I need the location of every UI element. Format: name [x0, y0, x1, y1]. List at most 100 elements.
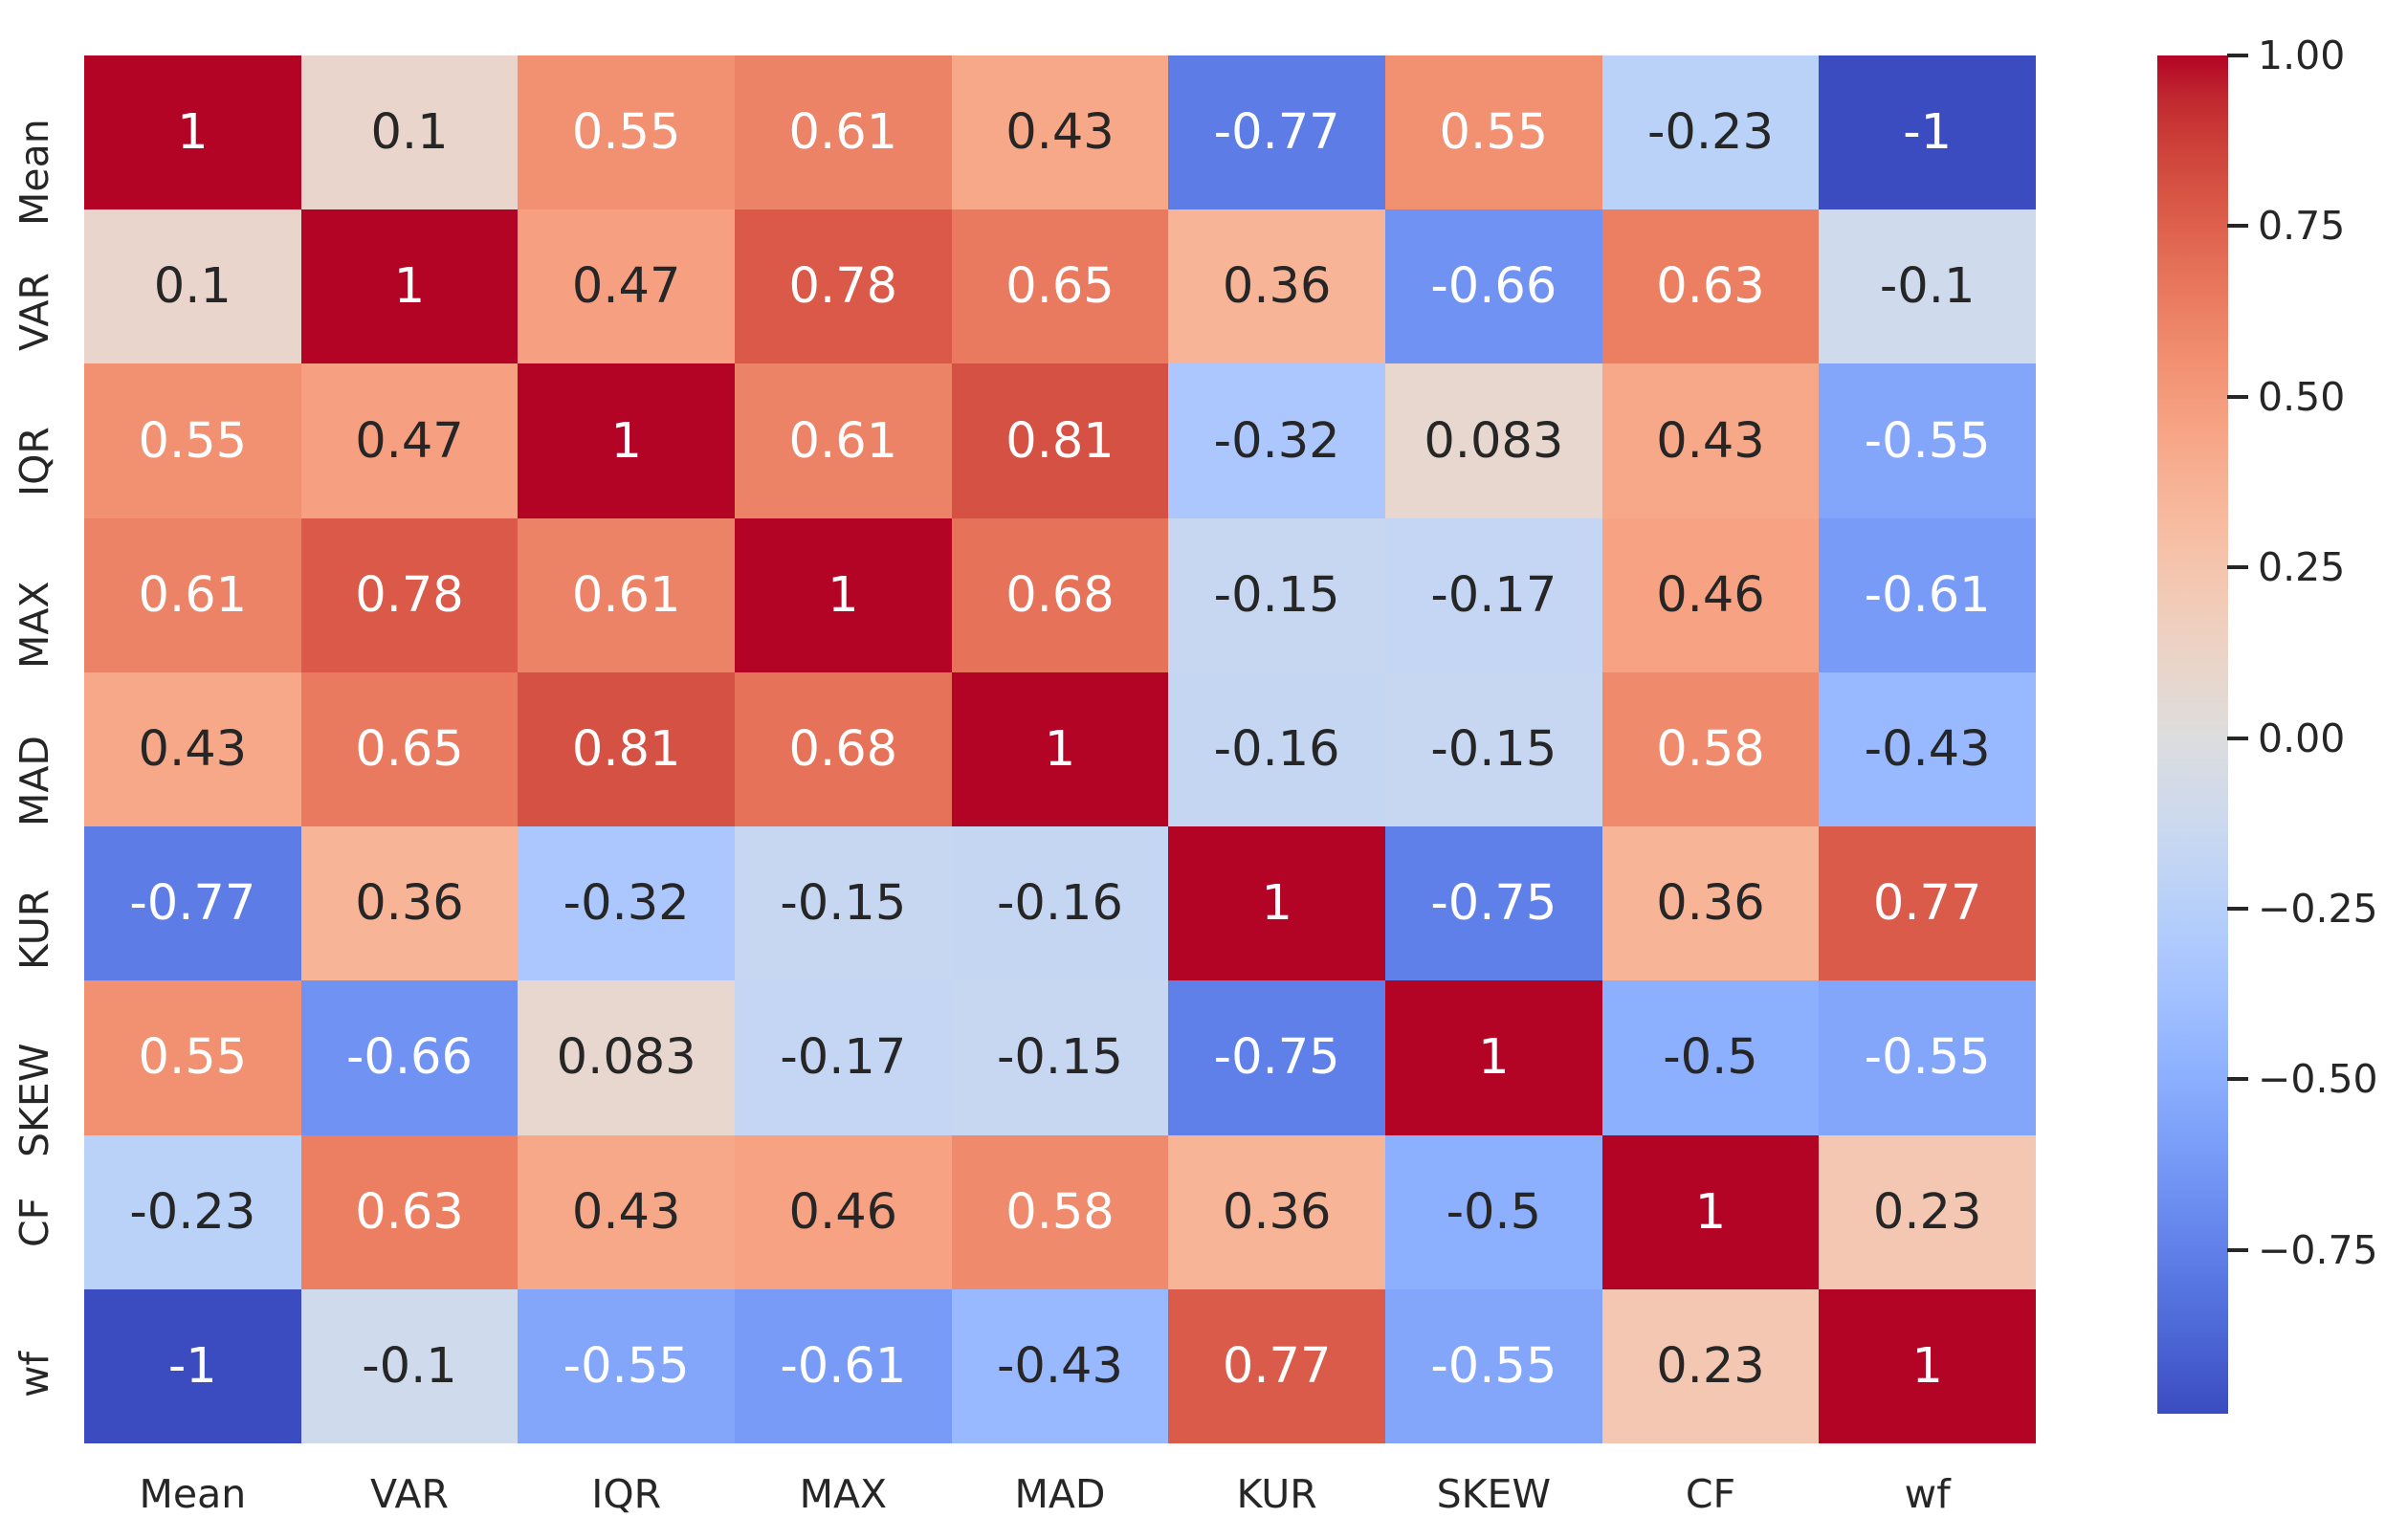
y-tick-label: KUR: [11, 889, 57, 970]
heatmap-cell: 0.55: [518, 55, 735, 210]
heatmap-cell: -0.15: [735, 826, 952, 981]
heatmap-cell: -0.32: [1168, 363, 1385, 518]
colorbar-tick: [2227, 394, 2248, 399]
heatmap-cell: -0.77: [84, 826, 301, 981]
heatmap-cell: 1: [518, 363, 735, 518]
heatmap-cell: 0.43: [951, 55, 1169, 210]
heatmap-cell: -0.55: [1385, 1288, 1602, 1443]
heatmap-cell: 0.61: [518, 517, 735, 672]
heatmap-cell: 1: [735, 517, 952, 672]
heatmap-cell: 0.61: [84, 517, 301, 672]
heatmap-cell: 0.77: [1168, 1288, 1385, 1443]
heatmap-cell: 0.68: [951, 517, 1169, 672]
colorbar-tick: [2227, 54, 2248, 57]
heatmap-cell: 1: [84, 55, 301, 210]
colorbar-tick-label: −0.50: [2258, 1056, 2378, 1103]
heatmap-cell: 0.47: [300, 363, 519, 518]
heatmap-cell: -0.77: [1168, 55, 1385, 210]
heatmap-cell: 0.55: [1385, 55, 1602, 210]
heatmap-cell: -0.43: [1819, 671, 2036, 827]
heatmap-cell: 0.65: [951, 209, 1169, 364]
heatmap-cell: 0.1: [300, 55, 519, 210]
heatmap-cell: 0.61: [735, 363, 952, 518]
colorbar-tick: [2227, 1077, 2248, 1082]
heatmap-cell: -0.1: [1819, 209, 2036, 364]
y-tick-label: IQR: [11, 427, 57, 497]
heatmap-grid: 1 0.1 0.55 0.61 0.43 -0.77 0.55 -0.23 -1 0.1 1 0.47…: [84, 55, 2036, 1443]
heatmap-cell: -0.55: [1819, 363, 2036, 518]
heatmap-cell: -0.43: [951, 1288, 1169, 1443]
heatmap-cell: -0.16: [951, 826, 1169, 981]
heatmap-cell: -0.55: [518, 1288, 735, 1443]
colorbar-tick-label: 0.50: [2258, 373, 2346, 420]
colorbar-tick: [2227, 1247, 2248, 1252]
heatmap-cell: 0.81: [951, 363, 1169, 518]
heatmap-cell: 0.46: [735, 1134, 952, 1289]
heatmap-cell: -0.5: [1601, 980, 1820, 1135]
heatmap-cell: 0.78: [735, 209, 952, 364]
heatmap-cell: 0.23: [1819, 1134, 2036, 1289]
colorbar-tick-label: 0.75: [2258, 203, 2346, 250]
x-tick-label: VAR: [370, 1471, 449, 1517]
colorbar-tick: [2227, 565, 2248, 570]
heatmap-cell: 0.36: [300, 826, 519, 981]
heatmap-cell: 1: [1168, 826, 1385, 981]
colorbar-tick-label: −0.25: [2258, 885, 2378, 932]
heatmap-cell: 0.23: [1601, 1288, 1820, 1443]
heatmap-cell: 0.55: [84, 363, 301, 518]
colorbar-tick: [2227, 736, 2248, 740]
heatmap-cell: 0.58: [951, 1134, 1169, 1289]
heatmap-cell: 0.083: [1385, 363, 1602, 518]
heatmap-cell: -1: [1819, 55, 2036, 210]
y-tick-label: CF: [11, 1197, 57, 1248]
x-tick-label: KUR: [1236, 1471, 1317, 1517]
heatmap-cell: 0.77: [1819, 826, 2036, 981]
heatmap-cell: -0.55: [1819, 980, 2036, 1135]
x-tick-label: IQR: [591, 1471, 662, 1517]
heatmap-cell: 0.65: [300, 671, 519, 827]
heatmap-cell: -0.1: [300, 1288, 519, 1443]
heatmap-cell: -0.17: [735, 980, 952, 1135]
x-tick-label: SKEW: [1436, 1471, 1552, 1517]
x-tick-label: Mean: [139, 1471, 247, 1517]
y-tick-label: SKEW: [11, 1043, 57, 1157]
x-tick-label: wf: [1904, 1471, 1951, 1517]
heatmap-cell: 0.63: [300, 1134, 519, 1289]
heatmap-cell: 0.1: [84, 209, 301, 364]
heatmap-cell: 0.36: [1168, 1134, 1385, 1289]
heatmap-cell: 0.43: [518, 1134, 735, 1289]
heatmap-cell: -0.61: [735, 1288, 952, 1443]
heatmap-cell: 0.55: [84, 980, 301, 1135]
heatmap-cell: 1: [300, 209, 519, 364]
colorbar-tick-label: −0.75: [2258, 1226, 2378, 1273]
colorbar-tick: [2227, 224, 2248, 229]
colorbar-tick-label: 0.00: [2258, 715, 2346, 761]
y-tick-label: Mean: [11, 118, 57, 226]
heatmap-cell: -0.17: [1385, 517, 1602, 672]
heatmap-cell: -1: [84, 1288, 301, 1443]
y-tick-label: wf: [11, 1352, 57, 1398]
colorbar-tick-label: 0.25: [2258, 544, 2346, 591]
heatmap-cell: 1: [1819, 1288, 2036, 1443]
y-tick-label: MAD: [11, 735, 57, 826]
x-tick-label: MAD: [1014, 1471, 1106, 1517]
heatmap-cell: 0.43: [1601, 363, 1820, 518]
heatmap-cell: 0.43: [84, 671, 301, 827]
heatmap-cell: 0.78: [300, 517, 519, 672]
heatmap-cell: 1: [1385, 980, 1602, 1135]
heatmap-cell: -0.61: [1819, 517, 2036, 672]
heatmap-cell: -0.32: [518, 826, 735, 981]
y-tick-label: VAR: [11, 272, 57, 351]
colorbar-tick-label: 1.00: [2258, 33, 2346, 78]
heatmap-cell: -0.15: [1385, 671, 1602, 827]
colorbar-tick: [2227, 906, 2248, 911]
y-tick-label: MAX: [11, 581, 57, 670]
heatmap-cell: -0.66: [300, 980, 519, 1135]
colorbar-gradient: [2157, 55, 2228, 1414]
heatmap-cell: 0.81: [518, 671, 735, 827]
heatmap-cell: -0.75: [1385, 826, 1602, 981]
heatmap-cell: 0.63: [1601, 209, 1820, 364]
heatmap-cell: 0.58: [1601, 671, 1820, 827]
x-tick-label: MAX: [799, 1471, 888, 1517]
